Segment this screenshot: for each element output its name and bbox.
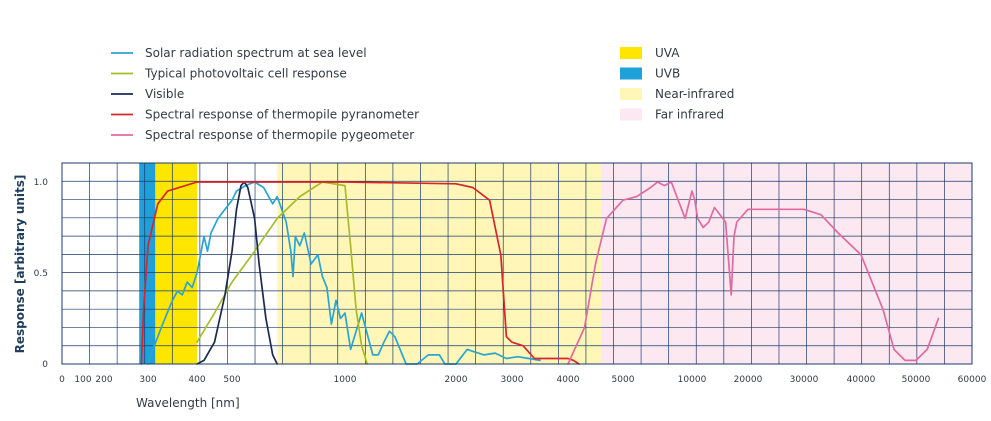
legend-band-label: UVA: [655, 46, 680, 60]
band-uva: [155, 163, 197, 364]
y-tick-labels: 0 0.5 1.0: [34, 178, 49, 370]
legend-label: Solar radiation spectrum at sea level: [145, 46, 367, 60]
y-tick-label: 0: [42, 360, 48, 370]
x-tick-label: 500: [223, 375, 240, 385]
series-line: [140, 181, 580, 365]
legend-band-label: Far infrared: [655, 108, 724, 122]
band-near-infrared: [277, 163, 601, 364]
x-tick-label: 3000: [501, 375, 524, 385]
legend-label: Typical photovoltaic cell response: [144, 67, 347, 81]
legend-swatch-band: [620, 47, 642, 59]
band-far-infrared: [601, 163, 972, 364]
plot-border: [61, 162, 973, 365]
x-tick-label: 30000: [790, 375, 819, 385]
series-line: [196, 181, 369, 365]
x-tick-label: 300: [139, 375, 156, 385]
legend-label: Visible: [145, 87, 184, 101]
x-tick-label: 400: [188, 375, 205, 385]
legend-label: Spectral response of thermopile pygeomet…: [145, 128, 414, 142]
x-tick-label: 20000: [734, 375, 763, 385]
series-line: [567, 181, 940, 365]
x-tick-label: 4000: [557, 375, 580, 385]
y-axis-label: Response [arbitrary units]: [13, 175, 27, 354]
wavelength-bands: [139, 163, 972, 364]
legend-swatch-band: [620, 108, 642, 121]
y-tick-label: 0.5: [34, 269, 48, 279]
x-tick-labels: 0 100 200 300 400 500 1000 2000 3000 4000 5000 1000…: [59, 375, 986, 385]
x-tick-label: 5000: [612, 375, 635, 385]
legend: Solar radiation spectrum at sea level Typ…: [111, 46, 734, 142]
x-axis-label: Wavelength [nm]: [136, 396, 240, 410]
legend-band-label: Near-infrared: [655, 87, 734, 101]
x-tick-label: 10000: [678, 375, 707, 385]
x-tick-label: 1000: [334, 375, 357, 385]
x-tick-label: 60000: [958, 375, 987, 385]
x-tick-label: 100: [74, 375, 91, 385]
series-line: [196, 181, 279, 365]
y-tick-label: 1.0: [34, 178, 49, 188]
x-tick-label: 50000: [902, 375, 931, 385]
plot-frame: [61, 162, 973, 365]
x-tick-label: 2000: [445, 375, 468, 385]
legend-swatch-band: [620, 88, 642, 100]
legend-band-label: UVB: [655, 67, 680, 81]
legend-swatch-band: [620, 67, 642, 80]
legend-label: Spectral response of thermopile pyranome…: [145, 108, 419, 122]
x-tick-label: 40000: [847, 375, 876, 385]
x-tick-label: 0: [59, 375, 65, 385]
x-tick-label: 200: [95, 375, 112, 385]
